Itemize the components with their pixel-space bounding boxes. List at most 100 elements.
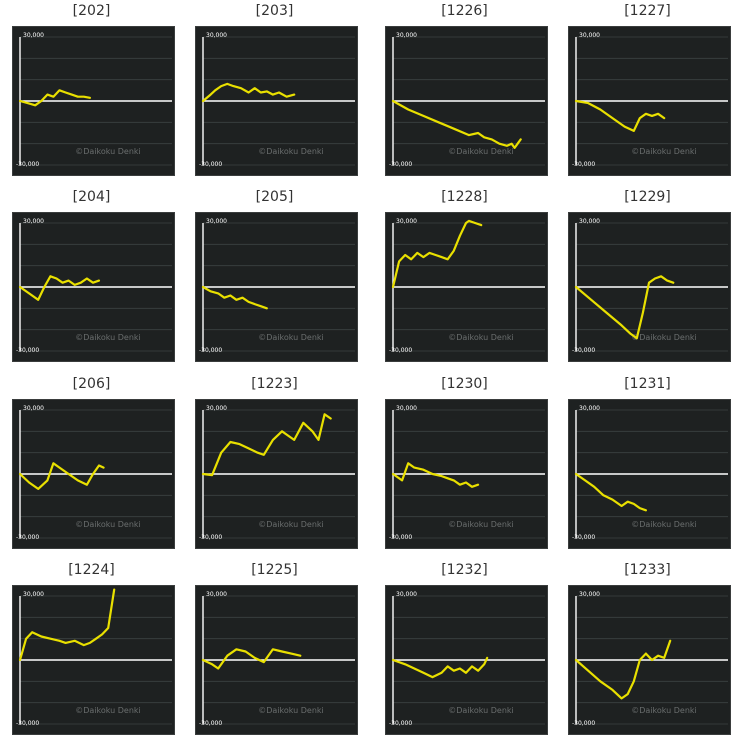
machine-chart-1223: [1223] 30,000 -30,000 ©Daikoku Denki (183, 373, 366, 559)
chart-panel: 30,000 -30,000 ©Daikoku Denki (195, 212, 358, 362)
machine-chart-204: [204] 30,000 -30,000 ©Daikoku Denki (0, 186, 183, 372)
watermark: ©Daikoku Denki (258, 706, 324, 715)
machine-number-label: [1223] (251, 376, 298, 392)
y-max-tick-label: 30,000 (579, 591, 600, 598)
series-line (574, 472, 648, 512)
y-max-tick-label: 30,000 (23, 405, 44, 412)
watermark: ©Daikoku Denki (75, 147, 141, 156)
series-line (201, 413, 332, 477)
line-chart: 30,000 -30,000 ©Daikoku Denki (572, 405, 728, 541)
series-line (201, 285, 268, 310)
watermark: ©Daikoku Denki (448, 147, 514, 156)
machine-chart-1231: [1231] 30,000 -30,000 ©Daikoku Denki (556, 373, 739, 559)
line-chart: 30,000 -30,000 ©Daikoku Denki (16, 588, 172, 727)
series-line (391, 99, 522, 150)
watermark: ©Daikoku Denki (631, 147, 697, 156)
watermark: ©Daikoku Denki (631, 333, 697, 342)
y-max-tick-label: 30,000 (396, 405, 417, 412)
y-min-tick-label: -30,000 (389, 720, 412, 727)
line-chart: 30,000 -30,000 ©Daikoku Denki (389, 218, 545, 354)
y-max-tick-label: 30,000 (579, 32, 600, 39)
series-line (18, 588, 116, 662)
machine-chart-206: [206] 30,000 -30,000 ©Daikoku Denki (0, 373, 183, 559)
y-max-tick-label: 30,000 (396, 591, 417, 598)
y-max-tick-label: 30,000 (579, 218, 600, 225)
watermark: ©Daikoku Denki (258, 333, 324, 342)
machine-chart-205: [205] 30,000 -30,000 ©Daikoku Denki (183, 186, 366, 372)
machine-chart-203: [203] 30,000 -30,000 ©Daikoku Denki (183, 0, 366, 186)
machine-chart-1229: [1229] 30,000 -30,000 ©Daikoku Denki (556, 186, 739, 372)
y-min-tick-label: -30,000 (199, 534, 222, 541)
chart-panel: 30,000 -30,000 ©Daikoku Denki (568, 585, 731, 735)
y-min-tick-label: -30,000 (389, 347, 412, 354)
line-chart: 30,000 -30,000 ©Daikoku Denki (389, 591, 545, 727)
chart-panel: 30,000 -30,000 ©Daikoku Denki (385, 212, 548, 362)
machine-number-label: [1233] (624, 562, 671, 578)
watermark: ©Daikoku Denki (448, 333, 514, 342)
y-max-tick-label: 30,000 (23, 32, 44, 39)
chart-panel: 30,000 -30,000 ©Daikoku Denki (385, 399, 548, 549)
machine-chart-1226: [1226] 30,000 -30,000 ©Daikoku Denki (373, 0, 556, 186)
line-chart: 30,000 -30,000 ©Daikoku Denki (389, 405, 545, 541)
y-min-tick-label: -30,000 (572, 161, 595, 168)
y-max-tick-label: 30,000 (206, 405, 227, 412)
watermark: ©Daikoku Denki (448, 520, 514, 529)
machine-number-label: [1224] (68, 562, 115, 578)
y-min-tick-label: -30,000 (572, 347, 595, 354)
machine-number-label: [203] (255, 3, 294, 19)
chart-panel: 30,000 -30,000 ©Daikoku Denki (385, 585, 548, 735)
y-max-tick-label: 30,000 (396, 32, 417, 39)
machine-number-label: [1225] (251, 562, 298, 578)
machine-chart-1225: [1225] 30,000 -30,000 ©Daikoku Denki (183, 559, 366, 745)
machine-number-label: [1227] (624, 3, 671, 19)
y-min-tick-label: -30,000 (16, 161, 39, 168)
chart-panel: 30,000 -30,000 ©Daikoku Denki (568, 26, 731, 176)
y-min-tick-label: -30,000 (199, 161, 222, 168)
y-max-tick-label: 30,000 (396, 218, 417, 225)
machine-number-label: [206] (72, 376, 111, 392)
y-min-tick-label: -30,000 (16, 720, 39, 727)
y-min-tick-label: -30,000 (389, 534, 412, 541)
machine-number-label: [202] (72, 3, 111, 19)
series-line (574, 275, 675, 340)
y-max-tick-label: 30,000 (579, 405, 600, 412)
line-chart: 30,000 -30,000 ©Daikoku Denki (572, 591, 728, 727)
y-min-tick-label: -30,000 (199, 720, 222, 727)
line-chart: 30,000 -30,000 ©Daikoku Denki (16, 405, 172, 541)
line-chart: 30,000 -30,000 ©Daikoku Denki (389, 32, 545, 168)
series-line (18, 462, 105, 491)
watermark: ©Daikoku Denki (258, 147, 324, 156)
machine-chart-1227: [1227] 30,000 -30,000 ©Daikoku Denki (556, 0, 739, 186)
chart-panel: 30,000 -30,000 ©Daikoku Denki (195, 399, 358, 549)
y-max-tick-label: 30,000 (23, 591, 44, 598)
watermark: ©Daikoku Denki (631, 706, 697, 715)
y-min-tick-label: -30,000 (389, 161, 412, 168)
machine-chart-1232: [1232] 30,000 -30,000 ©Daikoku Denki (373, 559, 556, 745)
series-line (18, 275, 101, 301)
machine-number-label: [1231] (624, 376, 671, 392)
series-line (391, 219, 483, 289)
line-chart: 30,000 -30,000 ©Daikoku Denki (572, 32, 728, 168)
machine-chart-1224: [1224] 30,000 -30,000 ©Daikoku Denki (0, 559, 183, 745)
y-max-tick-label: 30,000 (206, 218, 227, 225)
line-chart: 30,000 -30,000 ©Daikoku Denki (572, 218, 728, 354)
chart-panel: 30,000 -30,000 ©Daikoku Denki (568, 212, 731, 362)
series-line (201, 648, 302, 670)
machine-chart-202: [202] 30,000 -30,000 ©Daikoku Denki (0, 0, 183, 186)
chart-panel: 30,000 -30,000 ©Daikoku Denki (12, 212, 175, 362)
machine-number-label: [205] (255, 189, 294, 205)
series-line (574, 639, 672, 700)
chart-panel: 30,000 -30,000 ©Daikoku Denki (12, 26, 175, 176)
machine-number-label: [1228] (441, 189, 488, 205)
y-min-tick-label: -30,000 (199, 347, 222, 354)
series-line (391, 656, 489, 679)
machine-number-label: [1230] (441, 376, 488, 392)
series-line (391, 462, 480, 488)
line-chart: 30,000 -30,000 ©Daikoku Denki (199, 591, 355, 727)
y-min-tick-label: -30,000 (572, 534, 595, 541)
line-chart: 30,000 -30,000 ©Daikoku Denki (199, 405, 355, 541)
machine-number-label: [204] (72, 189, 111, 205)
chart-panel: 30,000 -30,000 ©Daikoku Denki (195, 26, 358, 176)
y-min-tick-label: -30,000 (16, 347, 39, 354)
series-line (18, 89, 92, 107)
